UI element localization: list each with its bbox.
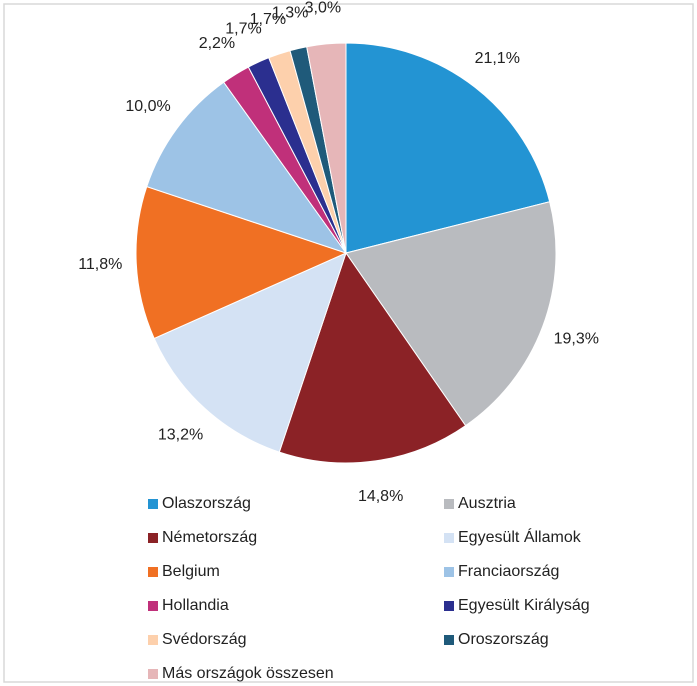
data-label: 1,7% bbox=[225, 21, 261, 38]
legend-swatch bbox=[148, 567, 158, 577]
pie-slice bbox=[345, 201, 557, 427]
legend-label: Hollandia bbox=[162, 597, 229, 614]
data-label: 21,1% bbox=[475, 50, 520, 67]
pie-slice bbox=[135, 185, 348, 340]
data-label: 1,3% bbox=[272, 5, 308, 22]
pie-slice bbox=[146, 81, 348, 254]
legend-swatch bbox=[444, 635, 454, 645]
legend-swatch bbox=[444, 533, 454, 543]
legend-label: Ausztria bbox=[458, 495, 516, 512]
legend-swatch bbox=[148, 635, 158, 645]
legend-label: Egyesült Államok bbox=[458, 527, 582, 546]
legend-label: Más országok összesen bbox=[162, 665, 334, 682]
data-label: 10,0% bbox=[125, 98, 170, 115]
data-label: 1,7% bbox=[250, 11, 286, 28]
legend-label: Olaszország bbox=[162, 495, 251, 512]
pie-slice bbox=[278, 251, 467, 464]
data-label: 13,2% bbox=[158, 426, 203, 443]
legend-label: Svédország bbox=[162, 631, 247, 648]
pie-slice bbox=[306, 42, 347, 254]
pie-slice bbox=[153, 252, 347, 453]
legend-swatch bbox=[444, 567, 454, 577]
legend-swatch bbox=[148, 669, 158, 679]
data-label: 3,0% bbox=[305, 0, 341, 16]
data-label: 19,3% bbox=[554, 331, 599, 348]
legend-swatch bbox=[444, 499, 454, 509]
legend-label: Franciaország bbox=[458, 563, 559, 580]
legend-swatch bbox=[148, 533, 158, 543]
legend-label: Egyesült Királyság bbox=[458, 597, 590, 614]
data-label: 11,8% bbox=[78, 256, 122, 273]
legend-label: Belgium bbox=[162, 563, 220, 580]
pie-slice bbox=[345, 42, 551, 254]
legend-label: Oroszország bbox=[458, 631, 549, 648]
legend-label: Németország bbox=[162, 529, 257, 546]
data-label: 2,2% bbox=[199, 35, 235, 52]
data-label: 14,8% bbox=[358, 488, 403, 505]
legend-swatch bbox=[444, 601, 454, 611]
legend-swatch bbox=[148, 499, 158, 509]
legend-swatch bbox=[148, 601, 158, 611]
